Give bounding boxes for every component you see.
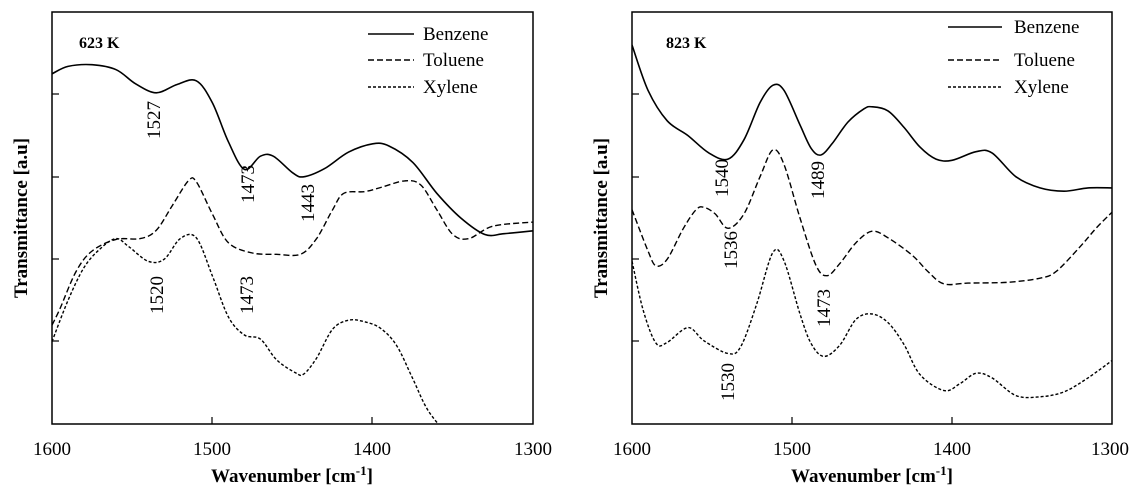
peak-label: 1473 (238, 165, 259, 203)
series-line-benzene (52, 63, 533, 237)
legend: Benzene Toluene Xylene (368, 24, 488, 98)
legend-label-xylene: Xylene (1014, 77, 1069, 98)
series-line-benzene (632, 44, 1112, 193)
y-axis-title: Transmittance [a.u] (591, 138, 612, 298)
y-axis-title: Transmittance [a.u] (11, 138, 32, 298)
peak-label: 1473 (237, 276, 258, 314)
x-tick-label: 1300 (1091, 439, 1129, 460)
peak-label: 1443 (298, 184, 319, 222)
peak-label: 1540 (712, 159, 733, 197)
peak-label: 1527 (144, 101, 165, 139)
x-tick-label: 1400 (353, 439, 391, 460)
tick-marks (632, 93, 953, 424)
x-tick-label: 1500 (773, 439, 811, 460)
x-tick-label: 1600 (613, 439, 651, 460)
plot-frame (631, 11, 1113, 425)
x-tick-label: 1300 (514, 439, 552, 460)
panel-label: 823 K (666, 35, 707, 52)
series-line-xylene (632, 248, 1112, 399)
legend-label-toluene: Toluene (1014, 50, 1075, 71)
peak-label: 1536 (721, 231, 742, 269)
legend: Benzene Toluene Xylene (948, 17, 1079, 98)
series-layer (52, 63, 533, 424)
x-tick-label: 1500 (193, 439, 231, 460)
peak-label: 1520 (147, 276, 168, 314)
x-tick-label: 1600 (33, 439, 71, 460)
plot-frame (51, 11, 534, 425)
legend-label-benzene: Benzene (1014, 17, 1079, 38)
x-tick-label: 1400 (933, 439, 971, 460)
chart-panel-823k: 1600 1500 1400 1300 Wavenumber [cm-1] Tr… (591, 11, 1129, 487)
series-line-xylene (52, 233, 440, 424)
legend-label-benzene: Benzene (423, 24, 488, 45)
peak-label: 1489 (808, 161, 829, 199)
legend-label-toluene: Toluene (423, 50, 484, 71)
peak-label: 1530 (718, 363, 739, 401)
panel-label: 623 K (79, 35, 120, 52)
tick-marks (52, 93, 373, 424)
series-line-toluene (52, 177, 533, 326)
legend-label-xylene: Xylene (423, 77, 478, 98)
series-layer (632, 44, 1112, 399)
chart-panel-623k: 1600 1500 1400 1300 Wavenumber [cm-1] Tr… (11, 11, 552, 487)
peak-label: 1473 (814, 289, 835, 327)
series-line-toluene (632, 148, 1112, 286)
x-axis-title: Wavenumber [cm-1] (791, 463, 953, 487)
x-axis-title: Wavenumber [cm-1] (211, 463, 373, 487)
